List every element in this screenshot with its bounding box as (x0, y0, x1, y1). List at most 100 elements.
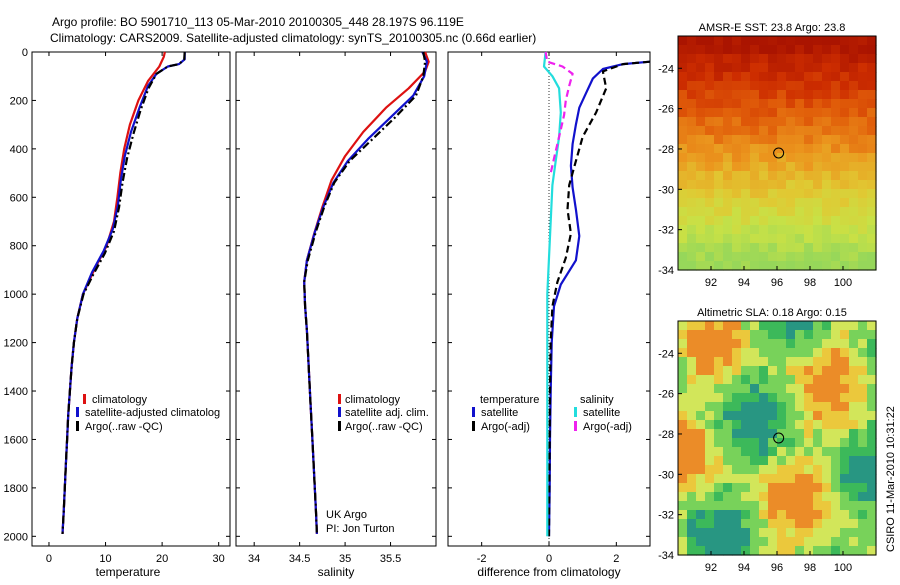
heatmap-cell (786, 519, 796, 529)
heatmap-cell (813, 438, 823, 448)
heatmap-cell (858, 501, 868, 511)
heatmap-cell (804, 501, 814, 511)
heatmap-cell (714, 252, 724, 262)
heatmap-cell (795, 243, 805, 253)
heatmap-cell (786, 429, 796, 439)
heatmap-cell (813, 135, 823, 145)
heatmap-cell (687, 45, 697, 55)
heatmap-cell (705, 54, 715, 64)
heatmap-cell (768, 519, 778, 529)
heatmap-cell (723, 153, 733, 163)
heatmap-cell (813, 519, 823, 529)
heatmap-cell (831, 243, 841, 253)
heatmap-cell (849, 207, 859, 217)
heatmap-cell (705, 501, 715, 511)
heatmap-cell (813, 510, 823, 520)
heatmap-cell (687, 330, 697, 340)
heatmap-cell (759, 492, 769, 502)
heatmap-cell (768, 162, 778, 172)
heatmap-cell (867, 162, 877, 172)
y-tick-label: 600 (10, 192, 28, 204)
heatmap-cell (678, 528, 688, 538)
heatmap-cell (687, 429, 697, 439)
heatmap-cell (840, 546, 850, 556)
heatmap-cell (777, 252, 787, 262)
heatmap-cell (822, 501, 832, 511)
heatmap-cell (678, 402, 688, 412)
heatmap-cell (867, 474, 877, 484)
heatmap-cell (732, 45, 742, 55)
heatmap-cell (786, 63, 796, 73)
heatmap-cell (759, 81, 769, 91)
heatmap-cell (723, 447, 733, 457)
heatmap-cell (840, 537, 850, 547)
heatmap-cell (696, 72, 706, 82)
heatmap-cell (867, 261, 877, 271)
heatmap-cell (795, 465, 805, 475)
x-tick-label: 35 (339, 553, 351, 565)
heatmap-cell (804, 465, 814, 475)
heatmap-cell (687, 528, 697, 538)
heatmap-cell (768, 225, 778, 235)
x-tick-label: 0 (546, 553, 552, 565)
heatmap-cell (786, 180, 796, 190)
heatmap-cell (795, 180, 805, 190)
heatmap-cell (750, 90, 760, 100)
sla-map-title: Altimetric SLA: 0.18 Argo: 0.15 (697, 307, 847, 319)
heatmap-cell (714, 339, 724, 349)
salinity-legend: climatology satellite adj. clim. Argo(..… (338, 394, 429, 433)
heatmap-cell (831, 261, 841, 271)
heatmap-cell (705, 126, 715, 136)
heatmap-cell (804, 402, 814, 412)
heatmap-cell (831, 321, 841, 331)
heatmap-cell (759, 420, 769, 430)
heatmap-cell (840, 420, 850, 430)
heatmap-cell (705, 189, 715, 199)
legend-label-climatology: climatology (92, 394, 148, 406)
heatmap-cell (705, 456, 715, 466)
heatmap-cell (705, 117, 715, 127)
heatmap-cell (804, 171, 814, 181)
legend-swatch-climatology (338, 394, 341, 404)
heatmap-cell (741, 420, 751, 430)
heatmap-cell (678, 72, 688, 82)
heatmap-cell (804, 447, 814, 457)
heatmap-cell (867, 492, 877, 502)
heatmap-cell (867, 252, 877, 262)
heatmap-cell (804, 429, 814, 439)
heatmap-cell (687, 366, 697, 376)
heatmap-cell (678, 207, 688, 217)
heatmap-cell (732, 384, 742, 394)
heatmap-cell (696, 339, 706, 349)
heatmap-cell (849, 393, 859, 403)
heatmap-cell (678, 366, 688, 376)
heatmap-cell (777, 501, 787, 511)
heatmap-cell (849, 510, 859, 520)
heatmap-cell (795, 420, 805, 430)
heatmap-cell (822, 330, 832, 340)
heatmap-cell (687, 63, 697, 73)
heatmap-cell (759, 63, 769, 73)
heatmap-cell (849, 348, 859, 358)
heatmap-cell (840, 81, 850, 91)
heatmap-cell (714, 474, 724, 484)
heatmap-cell (759, 330, 769, 340)
heatmap-cell (768, 429, 778, 439)
heatmap-cell (777, 153, 787, 163)
heatmap-cell (687, 216, 697, 226)
heatmap-cell (813, 447, 823, 457)
heatmap-cell (705, 261, 715, 271)
heatmap-cell (705, 474, 715, 484)
heatmap-cell (822, 447, 832, 457)
y-tick-label: 2000 (4, 531, 28, 543)
heatmap-cell (687, 546, 697, 556)
heatmap-cell (687, 519, 697, 529)
heatmap-cell (714, 153, 724, 163)
heatmap-cell (831, 411, 841, 421)
heatmap-cell (867, 180, 877, 190)
legend-label-sal-argo: Argo(-adj) (583, 421, 632, 433)
heatmap-cell (750, 45, 760, 55)
heatmap-cell (741, 339, 751, 349)
heatmap-cell (732, 447, 742, 457)
heatmap-cell (840, 63, 850, 73)
